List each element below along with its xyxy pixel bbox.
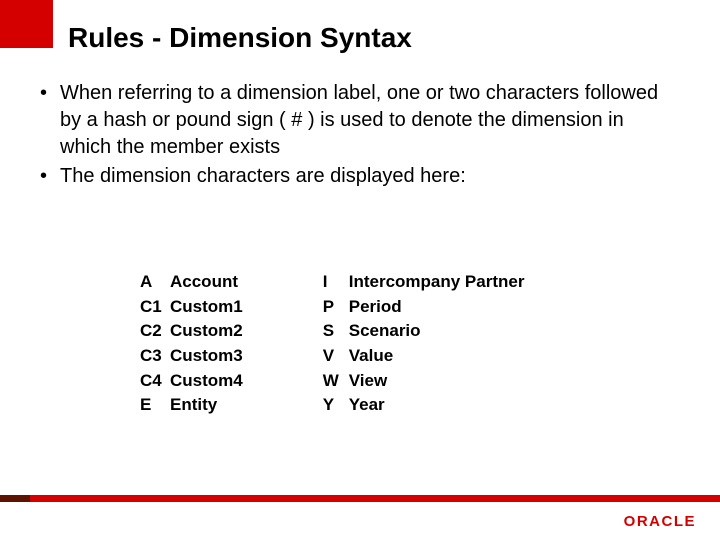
dimension-row: IIntercompany Partner bbox=[323, 270, 525, 295]
dimension-code: Y bbox=[323, 393, 349, 418]
dimension-name: Year bbox=[349, 393, 385, 418]
bullet-item: The dimension characters are displayed h… bbox=[40, 163, 660, 190]
dimension-code: E bbox=[140, 393, 170, 418]
dimension-name: Custom1 bbox=[170, 295, 243, 320]
dimension-row: VValue bbox=[323, 344, 525, 369]
dimension-name: Period bbox=[349, 295, 402, 320]
slide-title: Rules - Dimension Syntax bbox=[68, 22, 412, 54]
footer-bar-dark bbox=[0, 495, 30, 502]
dimension-code: I bbox=[323, 270, 349, 295]
dimension-row: C3Custom3 bbox=[140, 344, 243, 369]
dimension-code: V bbox=[323, 344, 349, 369]
header-red-block bbox=[0, 0, 53, 48]
dimension-code: W bbox=[323, 369, 349, 394]
dimension-code: S bbox=[323, 319, 349, 344]
dimension-code: C3 bbox=[140, 344, 170, 369]
footer-bar bbox=[0, 495, 720, 502]
dimension-row: SScenario bbox=[323, 319, 525, 344]
dimension-name: View bbox=[349, 369, 387, 394]
dimension-code: P bbox=[323, 295, 349, 320]
dimension-name: Value bbox=[349, 344, 393, 369]
dimension-column-right: IIntercompany Partner PPeriod SScenario … bbox=[323, 270, 525, 418]
oracle-logo: ORACLE bbox=[624, 513, 696, 530]
dimension-code: C2 bbox=[140, 319, 170, 344]
dimension-name: Account bbox=[170, 270, 238, 295]
bullet-item: When referring to a dimension label, one… bbox=[40, 80, 660, 161]
dimension-name: Scenario bbox=[349, 319, 421, 344]
dimension-row: PPeriod bbox=[323, 295, 525, 320]
bullet-list: When referring to a dimension label, one… bbox=[40, 80, 660, 192]
dimension-row: WView bbox=[323, 369, 525, 394]
dimension-row: C1Custom1 bbox=[140, 295, 243, 320]
dimension-row: AAccount bbox=[140, 270, 243, 295]
dimension-table: AAccount C1Custom1 C2Custom2 C3Custom3 C… bbox=[140, 270, 524, 418]
dimension-row: C4Custom4 bbox=[140, 369, 243, 394]
dimension-row: EEntity bbox=[140, 393, 243, 418]
dimension-name: Intercompany Partner bbox=[349, 270, 525, 295]
dimension-code: C1 bbox=[140, 295, 170, 320]
footer-bar-main bbox=[30, 495, 720, 502]
dimension-row: C2Custom2 bbox=[140, 319, 243, 344]
dimension-row: YYear bbox=[323, 393, 525, 418]
dimension-code: C4 bbox=[140, 369, 170, 394]
dimension-column-left: AAccount C1Custom1 C2Custom2 C3Custom3 C… bbox=[140, 270, 243, 418]
dimension-name: Custom4 bbox=[170, 369, 243, 394]
dimension-name: Custom2 bbox=[170, 319, 243, 344]
dimension-code: A bbox=[140, 270, 170, 295]
dimension-name: Entity bbox=[170, 393, 217, 418]
dimension-name: Custom3 bbox=[170, 344, 243, 369]
